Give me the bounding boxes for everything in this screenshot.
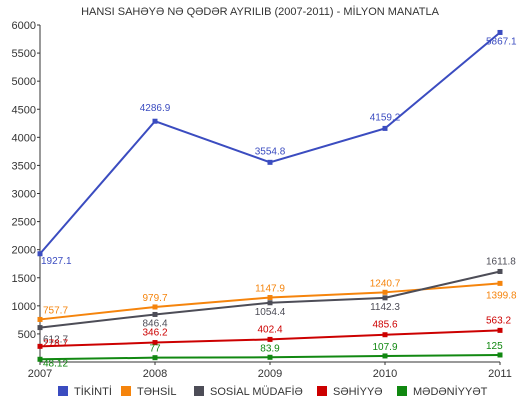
data-label: 563.2: [486, 315, 511, 326]
data-point: [152, 355, 158, 361]
data-label: 402.4: [257, 324, 282, 335]
legend-item: SƏHİYYƏ: [317, 385, 383, 398]
data-point: [37, 325, 43, 331]
x-tick-label: 2010: [373, 368, 397, 380]
data-label: 5867.1: [486, 36, 517, 47]
y-tick-label: 4000: [12, 132, 36, 144]
data-point: [37, 316, 43, 322]
y-tick-label: 5500: [12, 48, 36, 60]
data-label: 125: [486, 341, 503, 352]
series-0: 1927.1 4286.9 3554.8 4159.2 5867.1: [37, 29, 517, 267]
legend-swatch: [194, 386, 204, 396]
y-tick-label: 3000: [12, 189, 36, 201]
legend-item: MƏDƏNİYYƏT: [397, 385, 488, 398]
y-tick-label: 1500: [12, 273, 36, 285]
y-tick-label: 2000: [12, 245, 36, 257]
data-point: [382, 295, 388, 301]
data-label: 1399.8: [486, 290, 517, 301]
data-label: 757.7: [43, 305, 68, 316]
data-point: [497, 352, 503, 358]
series-2: 612.7 846.4 1054.4 1142.3 1611.8: [37, 256, 516, 346]
series-3: 278.7 346.2 402.4 485.6 563.2: [37, 315, 511, 349]
data-label: 346.2: [142, 328, 167, 339]
data-point: [382, 332, 388, 338]
data-label: 1240.7: [370, 278, 401, 289]
legend-label: MƏDƏNİYYƏT: [413, 385, 488, 398]
data-label: 77: [149, 344, 161, 355]
legend-label: TƏHSİL: [137, 385, 176, 398]
data-point: [267, 300, 273, 306]
data-label: 1142.3: [370, 302, 400, 313]
data-label: 83.9: [260, 343, 280, 354]
data-point: [267, 295, 273, 301]
data-label: 107.9: [372, 342, 397, 353]
data-label: 485.6: [372, 320, 397, 331]
data-point: [267, 354, 273, 360]
data-point: [152, 304, 158, 310]
plot-area: 500 1000 1500 2000 2500 3000 3500 4000 4500 5000 5…: [12, 20, 518, 380]
legend: TİKİNTİ TƏHSİL SOSİAL MÜDAFİƏ SƏHİYYƏ MƏDƏNİ…: [58, 385, 488, 398]
y-tick-label: 6000: [12, 20, 36, 32]
series-line: [39, 31, 501, 255]
legend-swatch: [121, 386, 131, 396]
chart-title: HANSI SAHƏYƏ NƏ QƏDƏR AYRILIB (2007-2011…: [81, 5, 439, 18]
data-point: [382, 125, 388, 131]
legend-label: SOSİAL MÜDAFİƏ: [210, 385, 303, 398]
data-label: 846.4: [142, 318, 167, 329]
legend-label: TİKİNTİ: [74, 385, 112, 398]
y-tick-label: 5000: [12, 76, 36, 88]
data-point: [497, 280, 503, 286]
data-label: 4159.2: [370, 112, 401, 123]
data-point: [382, 289, 388, 295]
legend-item: SOSİAL MÜDAFİƏ: [194, 385, 303, 398]
x-tick-label: 2008: [143, 368, 167, 380]
data-point: [267, 159, 273, 165]
y-tick-label: 1000: [12, 301, 36, 313]
data-point: [37, 251, 43, 257]
legend-swatch: [397, 386, 407, 396]
data-label: 979.7: [142, 293, 167, 304]
data-point: [497, 327, 503, 333]
legend-label: SƏHİYYƏ: [333, 385, 383, 398]
legend-swatch: [317, 386, 327, 396]
y-tick-label: 500: [18, 329, 36, 341]
data-label: 1611.8: [486, 256, 516, 267]
x-tick-label: 2007: [28, 368, 52, 380]
y-tick-label: 3500: [12, 160, 36, 172]
data-point: [267, 336, 273, 342]
data-point: [497, 268, 503, 274]
legend-item: TƏHSİL: [121, 385, 176, 398]
data-point: [37, 356, 43, 362]
data-label: 278.7: [43, 338, 68, 349]
data-point: [37, 343, 43, 349]
y-tick-label: 4500: [12, 104, 36, 116]
data-point: [152, 118, 158, 124]
x-tick-label: 2011: [488, 368, 512, 380]
data-point: [497, 29, 503, 35]
data-point: [382, 353, 388, 359]
data-label: 612.7: [43, 335, 68, 346]
data-label: 1054.4: [255, 307, 286, 318]
data-point: [152, 311, 158, 317]
legend-swatch: [58, 386, 68, 396]
data-label: 3554.8: [255, 146, 286, 157]
data-label: 4286.9: [140, 103, 171, 114]
data-point: [152, 340, 158, 346]
series-4: 48.12 77 83.9 107.9 125: [37, 341, 503, 369]
data-label: 1927.1: [41, 256, 72, 267]
legend-item: TİKİNTİ: [58, 385, 112, 398]
x-tick-label: 2009: [258, 368, 282, 380]
y-tick-label: 2500: [12, 217, 36, 229]
data-label: 1147.9: [255, 284, 285, 295]
data-label: 48.12: [43, 358, 68, 369]
